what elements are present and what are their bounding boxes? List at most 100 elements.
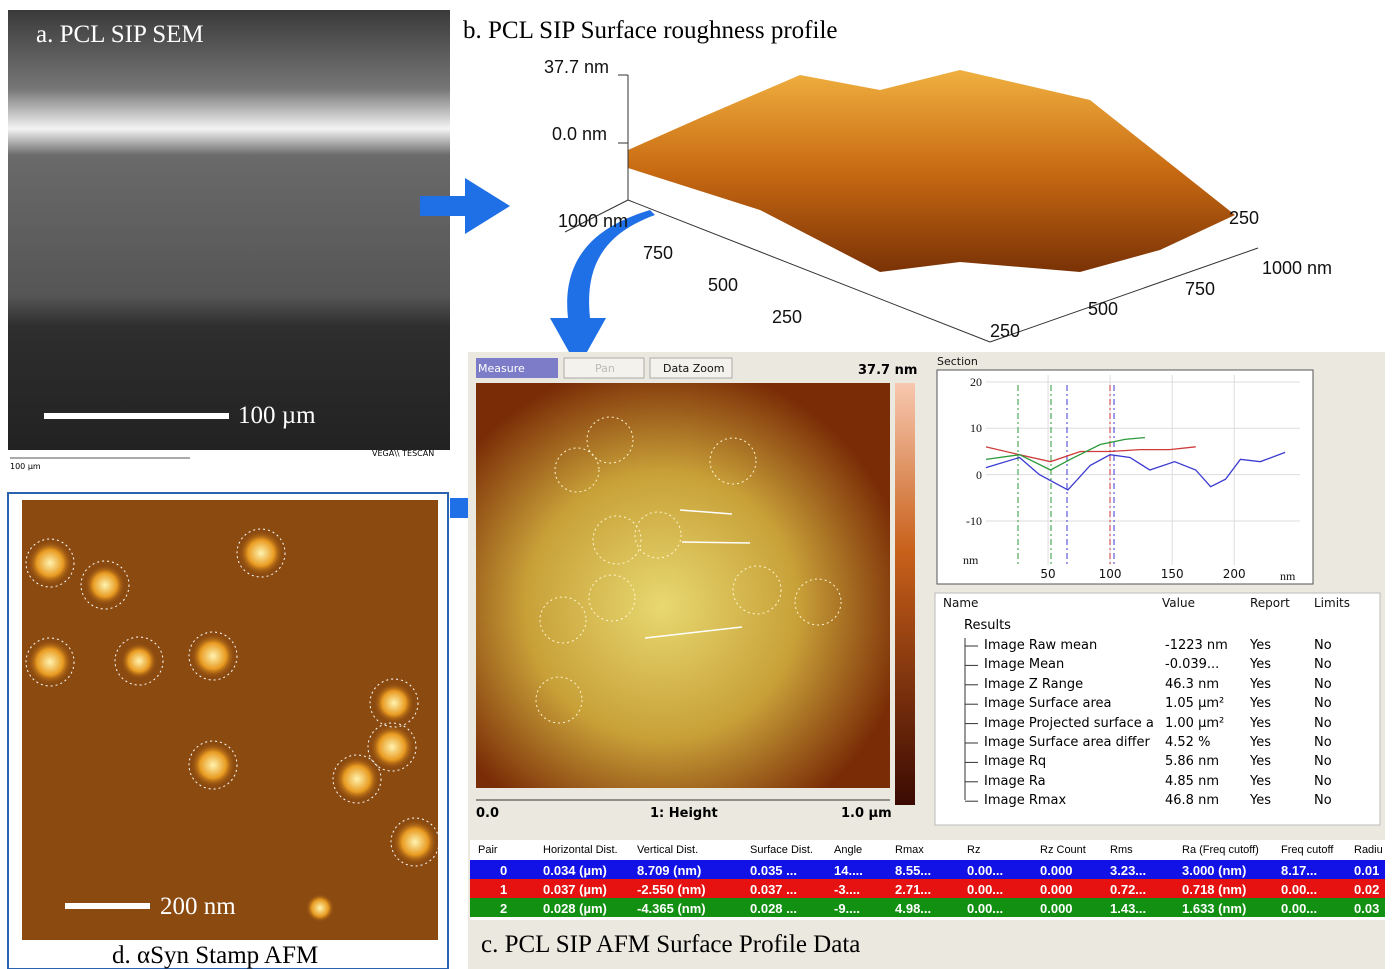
cell: 0.00... [1281,883,1317,896]
cell: 0.037 (µm) [543,883,607,896]
cell: 0.01 [1354,864,1379,877]
toolbar-button: Measure [478,363,525,374]
column-header: Limits [1314,597,1350,609]
y-tick-label: -10 [950,515,982,527]
cell: 14.... [834,864,863,877]
figure: a. PCL SIP SEM100 µm100 µmVEGA\\ TESCANb… [0,0,1395,969]
panel-title: a. PCL SIP SEM [36,22,204,47]
group-label: Results [964,619,1011,632]
cell: Yes [1250,678,1271,691]
y-axis-label: 1000 nm [558,212,628,230]
cell: No [1314,775,1332,788]
cell: No [1314,658,1332,671]
cell: No [1314,717,1332,730]
cell: 0.00... [1281,902,1317,915]
cell: No [1314,639,1332,652]
cell: Yes [1250,794,1271,807]
y-tick-label: 0 [950,469,982,481]
cell: Yes [1250,775,1271,788]
column-header: Angle [834,845,862,856]
cell: 4.98... [895,902,931,915]
cell: 0.028 (µm) [543,902,607,915]
cell: 3.23... [1110,864,1146,877]
cell: 0.035 ... [750,864,797,877]
cell: 0.000 [1040,902,1073,915]
column-header: Surface Dist. [750,845,813,856]
scale-bar-label: 100 µm [238,403,316,428]
cell: 0.034 (µm) [543,864,607,877]
cell: No [1314,678,1332,691]
y-tick-label: 20 [950,376,982,388]
cell: 0.028 ... [750,902,797,915]
cell: 1.00 µm² [1165,717,1224,730]
cell: Image Mean [984,658,1159,671]
cell: 8.55... [895,864,931,877]
cell: 3.000 (nm) [1182,864,1246,877]
cell: Image Z Range [984,678,1159,691]
cell: Yes [1250,658,1271,671]
x-tick-label: 200 [1214,568,1254,580]
y-axis-label: 750 [643,244,673,262]
channel-label: 1: Height [650,807,718,820]
column-header: Pair [478,845,498,856]
column-header: Value [1162,597,1195,609]
cell: Image Ra [984,775,1159,788]
figure-art [0,0,1395,969]
cell: Yes [1250,736,1271,749]
cell: Yes [1250,639,1271,652]
y-axis-label: 500 [708,276,738,294]
x-axis-label: 750 [1185,280,1215,298]
cell: 5.86 nm [1165,755,1219,768]
cell: Image Projected surface a [984,717,1159,730]
z-axis-label: 0.0 nm [552,125,607,143]
cell: Image Rmax [984,794,1159,807]
cell: Image Surface area [984,697,1159,710]
x-min-label: 0.0 [476,807,499,820]
cell: 46.8 nm [1165,794,1219,807]
column-header: Ra (Freq cutoff) [1182,845,1259,856]
color-scale-max: 37.7 nm [858,364,917,377]
cell: No [1314,736,1332,749]
cell: 0.037 ... [750,883,797,896]
y-axis-label: 250 [772,308,802,326]
cell: 1.05 µm² [1165,697,1224,710]
cell: -2.550 (nm) [637,883,706,896]
cell: 8.17... [1281,864,1317,877]
cell: 0.000 [1040,864,1073,877]
x-tick-label: 100 [1090,568,1130,580]
cell: 4.52 % [1165,736,1210,749]
y-tick-label: 10 [950,422,982,434]
cell: 0.03 [1354,902,1379,915]
cell: 0.72... [1110,883,1146,896]
panel-a-image [8,10,450,490]
cell: 8.709 (nm) [637,864,701,877]
x-tick-label: 150 [1152,568,1192,580]
section-title: Section [937,356,978,367]
z-axis-label: 37.7 nm [544,58,609,76]
cell: 4.85 nm [1165,775,1219,788]
x-tick-label: 50 [1028,568,1068,580]
cell: -0.039... [1165,658,1219,671]
panel-b-surface [565,70,1258,342]
column-header: Horizontal Dist. [543,845,618,856]
column-header: Report [1250,597,1290,609]
cell: Image Rq [984,755,1159,768]
toolbar-button: Pan [595,363,615,374]
toolbar-button: Data Zoom [663,363,724,374]
cell: No [1314,755,1332,768]
x-axis-label: 250 [990,322,1020,340]
cell: -4.365 (nm) [637,902,706,915]
cell: 0 [500,864,507,877]
cell: 0.000 [1040,883,1073,896]
x-max-label: 1.0 µm [841,807,892,820]
cell: 2.71... [895,883,931,896]
column-header: Rms [1110,845,1133,856]
column-header: Radiu [1354,845,1383,856]
cell: 1.43... [1110,902,1146,915]
cell: 1.633 (nm) [1182,902,1246,915]
cell: No [1314,697,1332,710]
cell: -9.... [834,902,860,915]
cell: Yes [1250,755,1271,768]
cell: 0.718 (nm) [1182,883,1246,896]
cell: 2 [500,902,507,915]
